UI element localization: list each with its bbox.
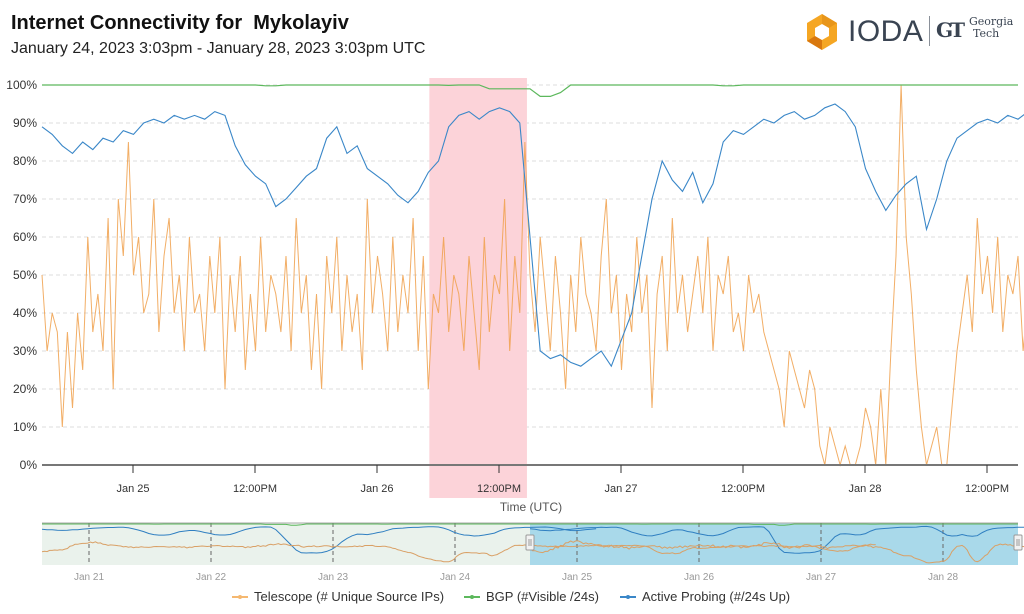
- logo-divider: [929, 16, 930, 46]
- x-tick-label: Jan 28: [848, 483, 881, 495]
- georgia-tech-line2: Tech: [973, 27, 1000, 40]
- x-tick-label: 12:00PM: [721, 483, 765, 495]
- y-tick-label: 20%: [13, 382, 37, 396]
- georgia-tech-line1: Georgia: [969, 15, 1014, 28]
- navigator-tick-label: Jan 21: [74, 572, 104, 583]
- legend-swatch-bgp: [464, 594, 480, 599]
- chart-legend: Telescope (# Unique Source IPs) BGP (#Vi…: [0, 589, 1024, 607]
- outage-band: [429, 78, 527, 498]
- navigator-line-active-probing: [41, 525, 1024, 554]
- connectivity-chart[interactable]: 0% 10% 20% 30% 40% 50% 60% 70% 80% 90% 100% Jan 25…: [0, 0, 1024, 590]
- navigator-tick-label: Jan 27: [806, 572, 836, 583]
- ioda-georgia-tech-logo: IODA GT Georgia Tech: [804, 10, 1016, 54]
- y-tick-label: 90%: [13, 116, 37, 130]
- time-range-subtitle: January 24, 2023 3:03pm - January 28, 20…: [11, 40, 426, 57]
- navigator-tick-label: Jan 24: [440, 572, 470, 583]
- navigator-selected-area[interactable]: [530, 523, 1018, 565]
- navigator-line-bgp: [42, 523, 1018, 526]
- navigator-x-ticks: Jan 21 Jan 22 Jan 23 Jan 24 Jan 25 Jan 26 Jan …: [74, 572, 958, 583]
- page-title: Internet Connectivity for Mykolayiv: [11, 12, 349, 34]
- navigator-line-telescope: [41, 540, 1024, 564]
- x-tick-label: Jan 26: [360, 483, 393, 495]
- legend-item-telescope[interactable]: Telescope (# Unique Source IPs): [232, 589, 444, 604]
- y-tick-label: 60%: [13, 230, 37, 244]
- y-tick-label: 80%: [13, 154, 37, 168]
- legend-swatch-telescope: [232, 594, 248, 599]
- x-tick-label: Jan 25: [116, 483, 149, 495]
- navigator-day-lines: [88, 523, 944, 565]
- x-tick-label: Jan 27: [604, 483, 637, 495]
- navigator-tick-label: Jan 25: [562, 572, 592, 583]
- y-tick-label: 0%: [20, 458, 38, 472]
- navigator-tick-label: Jan 28: [928, 572, 958, 583]
- ioda-hexagon-icon: [807, 14, 837, 50]
- x-tick-label: 12:00PM: [477, 483, 521, 495]
- range-navigator[interactable]: Jan 21 Jan 22 Jan 23 Jan 24 Jan 25 Jan 26 Jan …: [41, 522, 1024, 583]
- y-tick-label: 70%: [13, 192, 37, 206]
- x-tick-label: 12:00PM: [965, 483, 1009, 495]
- x-tick-label: 12:00PM: [233, 483, 277, 495]
- navigator-right-handle[interactable]: [1013, 534, 1023, 551]
- y-tick-label: 100%: [6, 78, 37, 92]
- y-tick-label: 30%: [13, 344, 37, 358]
- georgia-tech-wordmark: Georgia Tech: [969, 16, 1013, 40]
- y-tick-label: 50%: [13, 268, 37, 282]
- legend-item-active-probing[interactable]: Active Probing (#/24s Up): [620, 589, 790, 604]
- series-line-active-probing[interactable]: [41, 103, 1024, 368]
- y-tick-label: 10%: [13, 420, 37, 434]
- legend-label-telescope: Telescope (# Unique Source IPs): [254, 589, 445, 604]
- navigator-left-handle[interactable]: [525, 534, 535, 551]
- y-axis-ticks: 0% 10% 20% 30% 40% 50% 60% 70% 80% 90% 100%: [6, 78, 37, 472]
- x-axis-ticks: Jan 25 12:00PM Jan 26 12:00PM Jan 27 12:00PM J…: [116, 465, 1009, 495]
- georgia-tech-gt-mark: GT: [936, 18, 965, 42]
- legend-item-bgp[interactable]: BGP (#Visible /24s): [464, 589, 599, 604]
- navigator-tick-label: Jan 26: [684, 572, 714, 583]
- legend-label-bgp: BGP (#Visible /24s): [486, 589, 599, 604]
- series-line-bgp[interactable]: [42, 84, 1018, 97]
- ioda-wordmark: IODA: [848, 15, 924, 48]
- navigator-tick-label: Jan 23: [318, 572, 348, 583]
- x-axis-label: Time (UTC): [500, 500, 562, 514]
- legend-label-active-probing: Active Probing (#/24s Up): [642, 589, 791, 604]
- y-tick-label: 40%: [13, 306, 37, 320]
- navigator-tick-label: Jan 22: [196, 572, 226, 583]
- legend-swatch-active-probing: [620, 594, 636, 599]
